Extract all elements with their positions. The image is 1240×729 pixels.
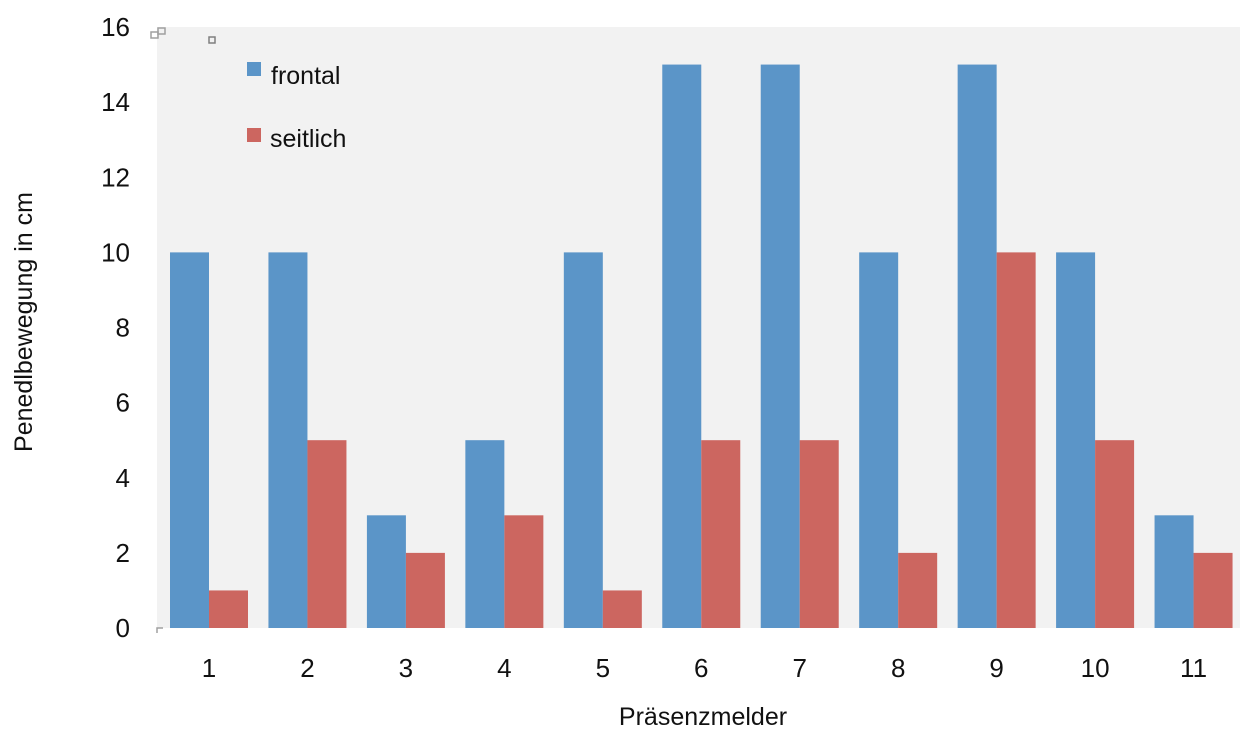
y-axis-ticks: 0 2 4 6 8 10 12 14 16: [101, 12, 130, 643]
bars-layer: [170, 64, 1233, 629]
y-tick-label-10: 10: [101, 237, 130, 267]
bar-seitlich-2[interactable]: [307, 440, 347, 628]
y-tick-label-14: 14: [101, 87, 130, 117]
bar-seitlich-11[interactable]: [1193, 552, 1233, 629]
y-tick-label-0: 0: [116, 613, 130, 643]
legend: frontal seitlich: [247, 62, 346, 153]
x-axis-title: Präsenzmelder: [619, 703, 787, 729]
legend-label-frontal: frontal: [271, 62, 340, 90]
bar-frontal-5[interactable]: [563, 252, 603, 629]
bar-frontal-2[interactable]: [268, 252, 308, 629]
legend-swatch-frontal: [247, 62, 261, 76]
x-tick-label-8: 8: [891, 653, 905, 683]
plot-handle-top-left[interactable]: [150, 31, 159, 39]
bar-seitlich-1[interactable]: [209, 590, 248, 628]
x-tick-label-9: 9: [989, 653, 1003, 683]
bar-frontal-6[interactable]: [662, 64, 702, 628]
bar-frontal-10[interactable]: [1056, 252, 1096, 629]
y-tick-label-8: 8: [116, 313, 130, 343]
x-tick-label-7: 7: [792, 653, 806, 683]
bar-seitlich-8[interactable]: [898, 552, 938, 629]
bar-frontal-11[interactable]: [1154, 515, 1194, 628]
bar-seitlich-10[interactable]: [1095, 440, 1135, 628]
y-tick-label-6: 6: [116, 388, 130, 418]
y-tick-label-12: 12: [101, 162, 130, 192]
selection-handles: [150, 27, 216, 633]
bar-frontal-7[interactable]: [760, 64, 800, 628]
y-tick-label-16: 16: [101, 12, 130, 42]
y-tick-label-4: 4: [116, 463, 130, 493]
legend-label-seitlich: seitlich: [270, 125, 346, 153]
legend-handle-top-right[interactable]: [208, 36, 216, 44]
bar-frontal-8[interactable]: [859, 252, 899, 629]
x-tick-label-2: 2: [300, 653, 314, 683]
bar-seitlich-3[interactable]: [405, 552, 445, 629]
x-tick-label-10: 10: [1081, 653, 1110, 683]
plot-handle-bottom-left[interactable]: [156, 627, 163, 633]
x-tick-label-11: 11: [1180, 653, 1207, 683]
bar-frontal-1[interactable]: [170, 252, 209, 629]
x-tick-label-3: 3: [399, 653, 413, 683]
x-tick-label-1: 1: [202, 653, 216, 683]
bar-seitlich-5[interactable]: [602, 590, 642, 628]
bar-seitlich-4[interactable]: [504, 515, 544, 628]
legend-swatch-seitlich: [247, 128, 261, 142]
x-tick-label-6: 6: [694, 653, 708, 683]
plot-handle-top[interactable]: [157, 27, 166, 35]
bar-seitlich-9[interactable]: [996, 252, 1036, 629]
bar-frontal-9[interactable]: [957, 64, 997, 628]
y-axis-title: Penedlbewegung in cm: [10, 192, 38, 452]
bar-frontal-4[interactable]: [465, 440, 505, 628]
x-tick-label-5: 5: [596, 653, 610, 683]
x-axis-ticks: 1 2 3 4 5 6 7 8 9 10 11: [202, 653, 1207, 683]
y-tick-label-2: 2: [116, 538, 130, 568]
bar-frontal-3[interactable]: [366, 515, 406, 628]
bar-seitlich-6[interactable]: [701, 440, 741, 628]
x-tick-label-4: 4: [497, 653, 511, 683]
bar-seitlich-7[interactable]: [799, 440, 839, 628]
